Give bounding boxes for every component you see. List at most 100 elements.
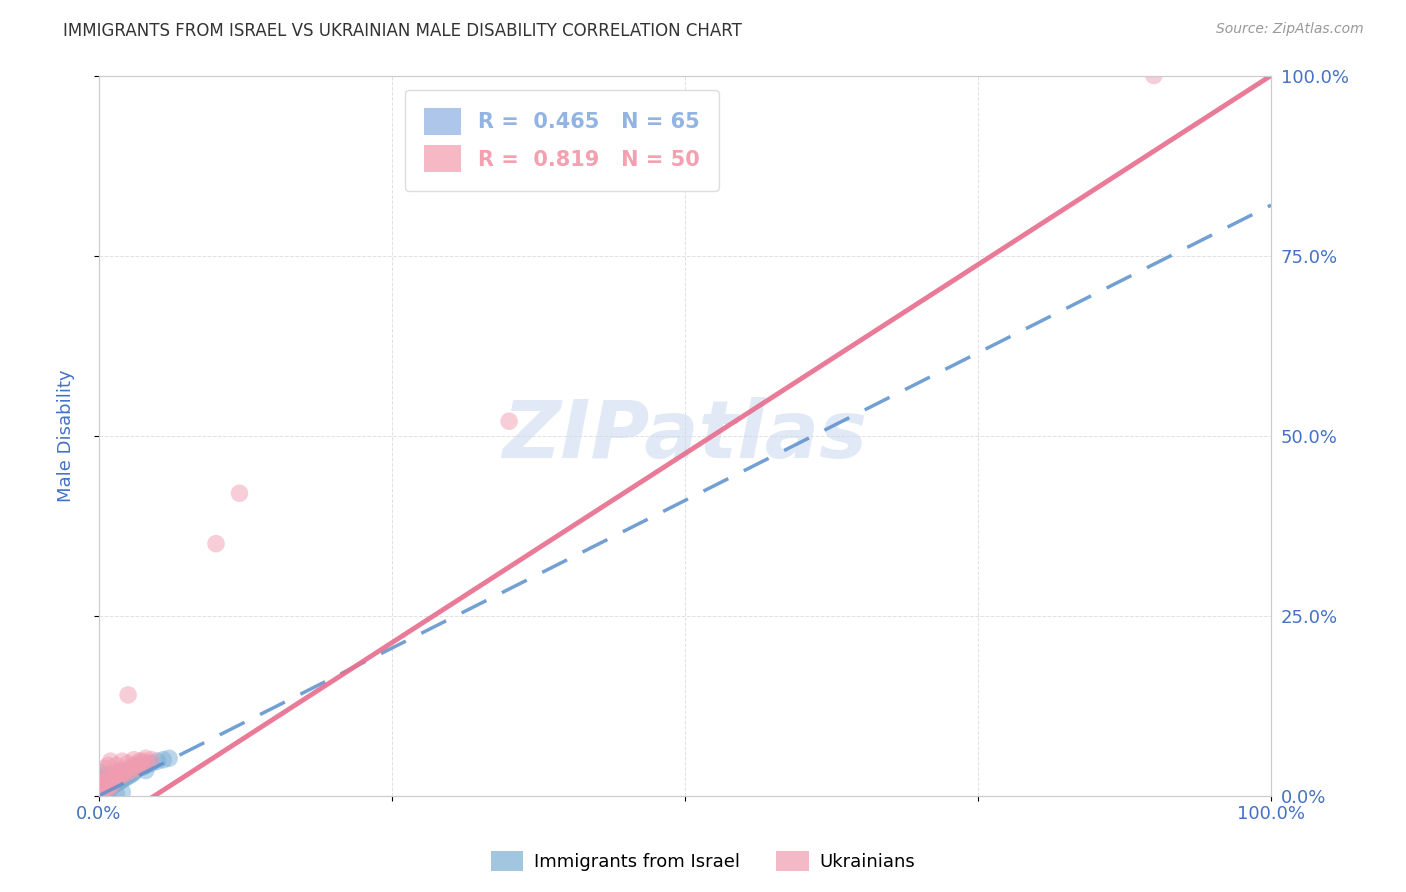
Point: [93, 772, 115, 787]
Point: [101, 772, 124, 787]
Point: [91, 785, 114, 799]
Point: [121, 764, 143, 778]
Point: [98, 780, 121, 794]
Point: [135, 751, 157, 765]
Point: [132, 760, 155, 774]
Point: [91, 765, 114, 780]
Point: [108, 765, 131, 780]
Point: [101, 779, 124, 793]
Point: [121, 767, 143, 781]
Point: [135, 756, 157, 771]
Point: [93, 784, 115, 798]
Point: [115, 765, 138, 780]
Point: [98, 781, 121, 796]
Text: Source: ZipAtlas.com: Source: ZipAtlas.com: [1216, 22, 1364, 37]
Point: [141, 753, 163, 767]
Point: [96, 780, 118, 794]
Point: [135, 764, 157, 778]
Point: [132, 754, 155, 768]
Point: [100, 778, 122, 792]
Point: [94, 780, 117, 795]
Y-axis label: Male Disability: Male Disability: [58, 369, 75, 502]
Point: [107, 772, 129, 787]
Point: [96, 783, 118, 797]
Point: [93, 778, 115, 792]
Point: [122, 761, 145, 775]
Point: [103, 776, 125, 790]
Point: [122, 765, 145, 780]
Point: [121, 764, 143, 779]
Point: [141, 756, 163, 771]
Point: [97, 758, 120, 772]
Point: [94, 783, 117, 797]
Point: [91, 776, 114, 790]
Point: [97, 776, 120, 790]
Point: [117, 764, 139, 778]
Point: [121, 764, 143, 779]
Point: [90, 785, 112, 799]
Point: [127, 761, 149, 775]
Point: [107, 768, 129, 782]
Point: [117, 767, 139, 781]
Point: [105, 787, 128, 801]
Point: [93, 784, 115, 798]
Point: [100, 778, 122, 792]
Point: [228, 486, 250, 500]
Point: [91, 786, 114, 800]
Point: [101, 768, 124, 782]
Point: [89, 787, 111, 801]
Point: [104, 777, 127, 791]
Point: [105, 758, 128, 772]
Point: [90, 783, 112, 797]
Point: [118, 761, 141, 775]
Point: [120, 765, 142, 780]
Point: [111, 785, 134, 799]
Point: [97, 781, 120, 796]
Point: [100, 754, 122, 768]
Point: [115, 770, 138, 784]
Point: [100, 771, 122, 785]
Point: [112, 770, 135, 784]
Point: [93, 781, 115, 796]
Point: [128, 760, 150, 774]
Point: [93, 761, 115, 775]
Point: [90, 783, 112, 797]
Point: [129, 758, 152, 772]
Point: [110, 772, 132, 786]
Point: [98, 779, 121, 793]
Legend: Immigrants from Israel, Ukrainians: Immigrants from Israel, Ukrainians: [484, 844, 922, 879]
Point: [118, 768, 141, 782]
Point: [96, 781, 118, 796]
Point: [146, 754, 169, 768]
Text: ZIPatlas: ZIPatlas: [502, 397, 868, 475]
Text: IMMIGRANTS FROM ISRAEL VS UKRAINIAN MALE DISABILITY CORRELATION CHART: IMMIGRANTS FROM ISRAEL VS UKRAINIAN MALE…: [63, 22, 742, 40]
Point: [91, 783, 114, 797]
Point: [96, 771, 118, 785]
Point: [100, 780, 122, 794]
Point: [122, 758, 145, 772]
Point: [128, 756, 150, 771]
Point: [105, 774, 128, 789]
Point: [110, 764, 132, 778]
Point: [103, 771, 125, 785]
Point: [93, 783, 115, 797]
Point: [117, 756, 139, 771]
Point: [117, 688, 139, 702]
Point: [91, 772, 114, 787]
Point: [135, 758, 157, 772]
Point: [112, 765, 135, 780]
Point: [93, 782, 115, 797]
Point: [111, 768, 134, 782]
Point: [111, 767, 134, 781]
Point: [105, 771, 128, 785]
Point: [122, 753, 145, 767]
Point: [93, 771, 115, 785]
Point: [94, 774, 117, 789]
Point: [104, 768, 127, 782]
Point: [100, 777, 122, 791]
Point: [98, 772, 121, 787]
Point: [107, 771, 129, 785]
Point: [97, 780, 120, 794]
Point: [105, 765, 128, 780]
Point: [157, 751, 180, 765]
